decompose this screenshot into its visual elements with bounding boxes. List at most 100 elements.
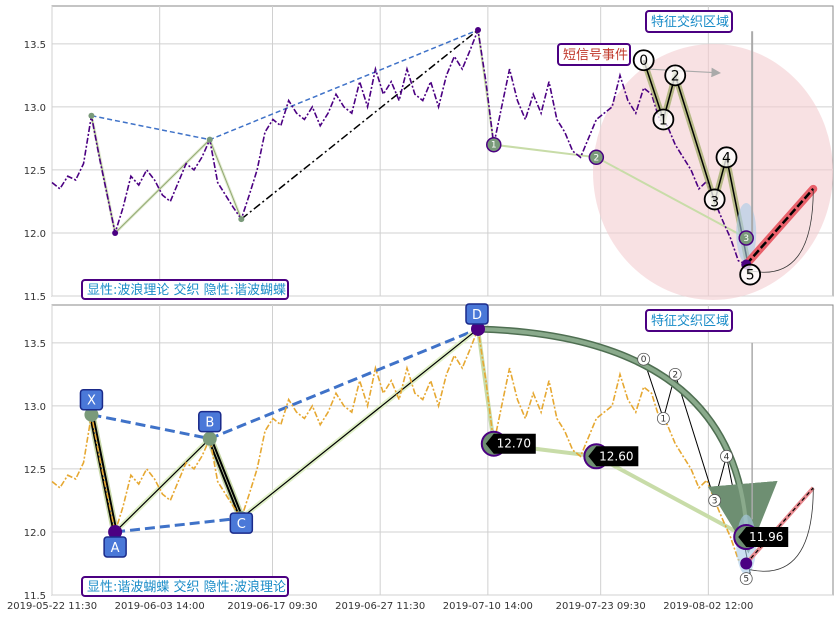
- x-tick-label: 2019-06-27 11:30: [335, 601, 425, 612]
- lower-wave-label: 4: [724, 452, 730, 462]
- lower-letter-box-a: [103, 536, 127, 558]
- lower-letter-label-b: B: [205, 416, 214, 431]
- lower-wave-path: [643, 359, 751, 574]
- lower-wave-circle: [739, 572, 753, 586]
- upper-y-tick-label: 12.5: [24, 166, 46, 177]
- lower-price-tag-text: 11.96: [749, 530, 783, 544]
- lower-pattern-point-a: [108, 524, 123, 539]
- upper-projection-label: 2: [593, 153, 599, 163]
- x-tick-label: 2019-06-17 09:30: [227, 601, 317, 612]
- lower-price-tag: [485, 433, 536, 454]
- lower-pattern-point-x: [84, 407, 99, 422]
- x-tick-label: 2019-07-10 14:00: [443, 601, 533, 612]
- lower-letter-label-d: D: [472, 308, 482, 323]
- upper-caption: 显性:波浪理论 交织 隐性:谐波蝴蝶: [81, 279, 289, 300]
- upper-projection-marker: [588, 149, 605, 166]
- lower-wave-label: 5: [743, 575, 749, 585]
- lower-dashed-trend-line: [745, 487, 814, 564]
- event-label: 短信号事件: [557, 43, 631, 66]
- lower-letter-label-c: C: [237, 517, 246, 532]
- lower-wave-circle: [720, 449, 733, 463]
- lower-price-tag: [588, 446, 639, 467]
- lower-strong-leg-line: [91, 414, 118, 533]
- upper-y-tick-label: 13.0: [24, 103, 46, 114]
- axis-ticks: 2019-05-22 11:30 2019-06-03 14:00 2019-06-…: [7, 40, 753, 612]
- upper-cd-dashdot-line: [240, 29, 479, 220]
- lower-zone-label: 特征交织区域: [645, 309, 733, 332]
- lower-wave-circle: [637, 352, 651, 366]
- upper-wave-label: 5: [746, 268, 755, 284]
- lower-pattern-point-d: [471, 321, 485, 336]
- upper-wave-label: 3: [710, 194, 719, 210]
- x-tick-label: 2019-06-03 14:00: [115, 601, 205, 612]
- upper-y-tick-label: 11.5: [24, 292, 46, 303]
- upper-pattern-point-c: [238, 216, 245, 223]
- upper-wave-circle: [664, 64, 687, 87]
- lower-wave-circle: [708, 494, 722, 507]
- upper-y-tick-label: 12.0: [24, 229, 46, 240]
- upper-wave-circle: [739, 263, 762, 286]
- lower-letter-label-x: X: [87, 394, 96, 409]
- upper-pattern-point-b: [206, 136, 213, 143]
- lower-y-tick-label: 11.5: [24, 591, 46, 602]
- upper-wave-label: 4: [722, 150, 731, 166]
- upper-y-tick-label: 13.5: [24, 40, 46, 51]
- lower-wave5-point: [740, 557, 753, 570]
- lower-price-tag-text: 12.60: [599, 449, 633, 463]
- upper-projection-label: 1: [491, 141, 497, 151]
- lower-arc-guide: [750, 487, 814, 572]
- lower-strong-leg-halo: [206, 437, 246, 520]
- upper-arc-guide: [750, 188, 814, 273]
- x-tick-label: 2019-07-23 09:30: [556, 601, 646, 612]
- upper-wave-circle: [652, 108, 675, 131]
- lower-strong-leg-line: [207, 438, 241, 519]
- upper-wave-circle: [715, 146, 738, 169]
- lower-wave-label: 2: [672, 370, 678, 380]
- lower-price-tag-text: 12.70: [497, 437, 531, 451]
- upper-zone-label-text: 特征交织区域: [651, 14, 729, 30]
- upper-projection-label: 3: [743, 234, 749, 244]
- lower-letter-box-x: [79, 388, 104, 411]
- lower-wave-label: 1: [661, 414, 667, 424]
- lower-y-tick-label: 12.0: [24, 528, 46, 539]
- upper-caption-text: 显性:波浪理论 交织 隐性:谐波蝴蝶: [87, 282, 286, 298]
- lower-y-tick-label: 13.0: [24, 402, 46, 413]
- upper-wave-label: 0: [639, 53, 648, 69]
- lower-panel-frame: [51, 304, 834, 596]
- lower-pattern-point-b: [202, 431, 217, 446]
- event-label-text: 短信号事件: [563, 48, 628, 63]
- upper-dashed-trend-line: [745, 187, 815, 266]
- lower-letter-box-b: [198, 410, 222, 433]
- lower-wave-label: 3: [712, 496, 718, 506]
- lower-letter-label-a: A: [111, 541, 120, 556]
- lower-strong-leg-line: [210, 438, 244, 519]
- upper-zone-label: 特征交织区域: [645, 10, 733, 33]
- lower-projection-arc: [477, 326, 749, 526]
- lower-leg-line: [240, 328, 479, 519]
- upper-panel-content: 1 2 3 0 1 2 3 4 5: [51, 26, 818, 286]
- upper-wave-label: 2: [671, 68, 680, 84]
- upper-projection-marker: [738, 230, 754, 246]
- lower-strong-leg-line: [88, 414, 115, 533]
- lower-y-tick-label: 12.5: [24, 465, 46, 476]
- upper-price-line: [51, 26, 747, 266]
- lower-panel-content: X A B C D 12.70 12.60 11.96 0 1 2 3 4 5: [51, 303, 815, 586]
- lower-y-tick-label: 13.5: [24, 339, 46, 350]
- lower-wave-circle: [668, 367, 682, 381]
- lower-zone-label-text: 特征交织区域: [651, 313, 729, 329]
- upper-wave-label: 1: [659, 112, 668, 128]
- upper-pattern-point-x: [88, 112, 95, 119]
- x-tick-label: 2019-08-02 12:00: [663, 601, 753, 612]
- lower-price-tag: [738, 527, 789, 547]
- lower-wave-label: 0: [641, 355, 647, 365]
- lower-leg-line: [114, 438, 211, 533]
- upper-feature-zone: [593, 44, 833, 300]
- upper-pattern-point-a: [112, 229, 119, 236]
- upper-wave-circle: [703, 188, 726, 211]
- lower-wave-circle: [656, 412, 670, 425]
- upper-wave-circle: [632, 49, 655, 72]
- x-tick-label: 2019-05-22 11:30: [7, 601, 97, 612]
- lower-price-line: [51, 325, 747, 565]
